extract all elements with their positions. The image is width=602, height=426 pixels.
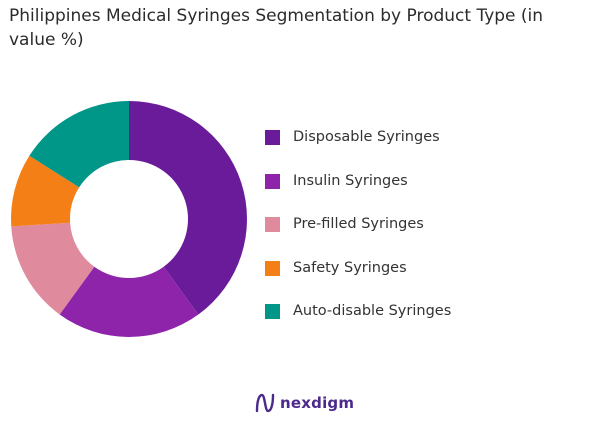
legend-item-disposable-syringes: Disposable Syringes bbox=[265, 124, 595, 168]
brand-logo: nexdigm bbox=[254, 389, 374, 417]
legend-item-insulin-syringes: Insulin Syringes bbox=[265, 168, 595, 212]
legend-swatch bbox=[265, 130, 280, 145]
legend-label: Insulin Syringes bbox=[293, 172, 408, 189]
chart-title: Philippines Medical Syringes Segmentatio… bbox=[9, 6, 544, 50]
legend-swatch bbox=[265, 217, 280, 232]
legend-swatch bbox=[265, 304, 280, 319]
legend-label: Pre-filled Syringes bbox=[293, 216, 424, 232]
legend-label: Safety Syringes bbox=[293, 259, 407, 276]
legend-swatch bbox=[265, 173, 280, 189]
legend-label: Disposable Syringes bbox=[293, 129, 440, 145]
slice-auto-disable-syringes bbox=[29, 101, 129, 188]
brand-name: nexdigm bbox=[280, 394, 355, 412]
legend-item-auto-disable-syringes: Auto-disable Syringes bbox=[265, 298, 595, 342]
legend-swatch bbox=[265, 260, 280, 276]
slice-disposable-syringes bbox=[129, 101, 247, 315]
legend-item-safety-syringes: Safety Syringes bbox=[265, 255, 595, 299]
legend-label: Auto-disable Syringes bbox=[293, 303, 452, 319]
donut-chart bbox=[11, 101, 247, 337]
slice-pre-filled-syringes bbox=[11, 222, 95, 315]
slice-safety-syringes bbox=[11, 155, 80, 227]
nexdigm-logo-icon bbox=[255, 393, 275, 413]
slice-insulin-syringes bbox=[59, 266, 199, 337]
chart-legend: Disposable Syringes Insulin Syringes Pre… bbox=[265, 124, 595, 342]
legend-item-pre-filled-syringes: Pre-filled Syringes bbox=[265, 211, 595, 255]
